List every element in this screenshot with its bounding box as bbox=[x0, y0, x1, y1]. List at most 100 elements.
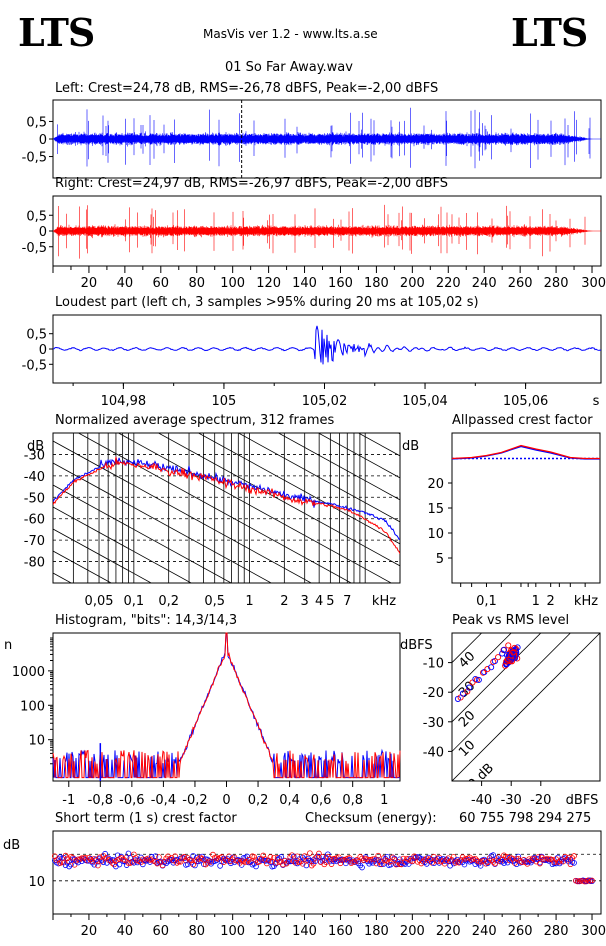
crest-diagonal-label: 20 bbox=[456, 708, 478, 730]
short-crest-point bbox=[161, 858, 168, 865]
spectrum-ytick-label: -50 bbox=[24, 491, 45, 506]
short-crest-point bbox=[64, 855, 71, 862]
loudest-part-title: Loudest part (left ch, 3 samples >95% du… bbox=[55, 295, 479, 310]
short-crest-point bbox=[353, 857, 360, 863]
spectrum-xtick-label: 0,1 bbox=[124, 594, 145, 609]
short-crest-point bbox=[229, 856, 236, 863]
short-crest-point bbox=[533, 856, 540, 862]
short-crest-point bbox=[343, 860, 349, 867]
time-tick-label: 200 bbox=[400, 276, 425, 291]
file-name: 01 So Far Away.wav bbox=[225, 60, 353, 75]
spectrum-ytick-label: -70 bbox=[24, 534, 45, 549]
peak-rms-point bbox=[475, 676, 482, 683]
histogram-ylabel: n bbox=[4, 638, 12, 653]
peak-rms-point bbox=[506, 655, 513, 662]
peak-rms-point bbox=[488, 664, 495, 671]
short-crest-point bbox=[301, 856, 308, 863]
spectrum-slope bbox=[53, 617, 400, 808]
spectrum-xunit: kHz bbox=[372, 594, 396, 609]
peak-rms-frame bbox=[451, 632, 601, 782]
spectrum-ytick-label: -30 bbox=[24, 448, 45, 463]
short-crest-point bbox=[535, 854, 541, 860]
peak-rms-point bbox=[510, 649, 517, 656]
peak-rms-ytick-label: -20 bbox=[423, 686, 444, 701]
crest-xtick-label: 2 bbox=[547, 594, 555, 609]
short-crest-point bbox=[589, 877, 595, 884]
spectrum-slope bbox=[53, 177, 400, 368]
spectrum-xtick-label: 5 bbox=[326, 594, 334, 609]
spectrum-xtick-label: 0,05 bbox=[85, 594, 114, 609]
short-crest-point bbox=[307, 850, 313, 856]
crest-diagonal bbox=[452, 633, 542, 723]
time-tick-label: 220 bbox=[436, 276, 461, 291]
left-waveform-path bbox=[53, 107, 593, 169]
right-channel-title: Right: Crest=24,97 dB, RMS=-26,97 dBFS, … bbox=[55, 176, 448, 191]
loudest-xtick-label: 105,02 bbox=[302, 394, 348, 409]
crest-factor-title: Allpassed crest factor bbox=[452, 413, 593, 428]
short-crest-point bbox=[553, 856, 559, 862]
short-crest-xtick-label: 80 bbox=[188, 924, 205, 939]
short-crest-point bbox=[497, 858, 504, 865]
short-crest-point bbox=[537, 860, 543, 867]
peak-rms-point bbox=[484, 666, 491, 673]
short-crest-point bbox=[125, 850, 132, 857]
short-crest-xtick-label: 260 bbox=[508, 924, 533, 939]
loudest-ytick-label: -0,5 bbox=[22, 358, 47, 373]
spectrum-right-curve bbox=[53, 456, 400, 554]
crest-ylabel: dB bbox=[402, 439, 419, 454]
short-crest-point bbox=[125, 860, 132, 866]
histogram-right-curve bbox=[52, 632, 401, 779]
crest-frame bbox=[451, 432, 601, 584]
loudest-part-frame bbox=[52, 314, 602, 384]
short-crest-point bbox=[244, 853, 250, 860]
loudest-xtick-label: 105,06 bbox=[503, 394, 549, 409]
short-crest-point bbox=[477, 863, 484, 869]
short-crest-xtick-label: 60 bbox=[153, 924, 170, 939]
short-crest-point bbox=[299, 854, 306, 861]
spectrum-ytick-label: -60 bbox=[24, 513, 45, 528]
peak-rms-point bbox=[505, 642, 512, 649]
time-tick-label: 120 bbox=[256, 276, 281, 291]
spectrum-ylabel: dB bbox=[27, 439, 44, 454]
short-crest-point bbox=[199, 853, 205, 860]
short-crest-point bbox=[158, 859, 164, 866]
short-crest-xtick-label: 300s bbox=[581, 924, 606, 939]
crest-ytick-label: 10 bbox=[427, 527, 444, 542]
left-waveform-ytick-label: -0,5 bbox=[22, 151, 47, 166]
short-crest-point bbox=[501, 852, 507, 859]
spectrum-ytick-label: -80 bbox=[24, 556, 45, 571]
left-channel-title: Left: Crest=24,78 dB, RMS=-26,78 dBFS, P… bbox=[55, 81, 439, 96]
histogram-frame bbox=[52, 632, 401, 782]
short-crest-point bbox=[513, 861, 520, 868]
short-crest-xtick-label: 280 bbox=[544, 924, 569, 939]
short-crest-point bbox=[294, 853, 301, 860]
spectrum-ytick-label: -40 bbox=[24, 470, 45, 485]
loudest-xtick-label: 105,04 bbox=[402, 394, 448, 409]
short-crest-point bbox=[431, 853, 437, 860]
peak-rms-point bbox=[466, 684, 473, 691]
peak-rms-ytick-label: -30 bbox=[423, 716, 444, 731]
short-crest-point bbox=[387, 861, 394, 868]
histogram-xtick-label: -0,2 bbox=[182, 793, 207, 808]
peak-rms-xtick-label: -30 bbox=[501, 793, 522, 808]
peak-rms-point bbox=[469, 679, 476, 686]
short-crest-point bbox=[413, 854, 419, 860]
left-waveform-trace bbox=[53, 107, 601, 169]
short-crest-xtick-label: 40 bbox=[117, 924, 134, 939]
short-crest-point bbox=[217, 863, 223, 869]
peak-rms-xtick-label: -20 bbox=[530, 793, 551, 808]
histogram-xtick-label: 0,8 bbox=[342, 793, 363, 808]
crest-diagonal-label: 40 bbox=[456, 649, 478, 671]
crest-ytick-label: 5 bbox=[436, 552, 444, 567]
short-crest-point bbox=[492, 860, 498, 867]
short-crest-point bbox=[558, 858, 565, 865]
short-crest-xtick-label: 200 bbox=[400, 924, 425, 939]
time-tick-label: 160 bbox=[328, 276, 353, 291]
short-crest-ylabel: dB bbox=[3, 838, 20, 853]
short-crest-xtick-label: 120 bbox=[256, 924, 281, 939]
short-crest-point bbox=[316, 850, 322, 857]
short-crest-point bbox=[195, 856, 202, 862]
short-crest-point bbox=[57, 854, 63, 860]
peak-rms-xunit: dBFS bbox=[566, 793, 599, 808]
